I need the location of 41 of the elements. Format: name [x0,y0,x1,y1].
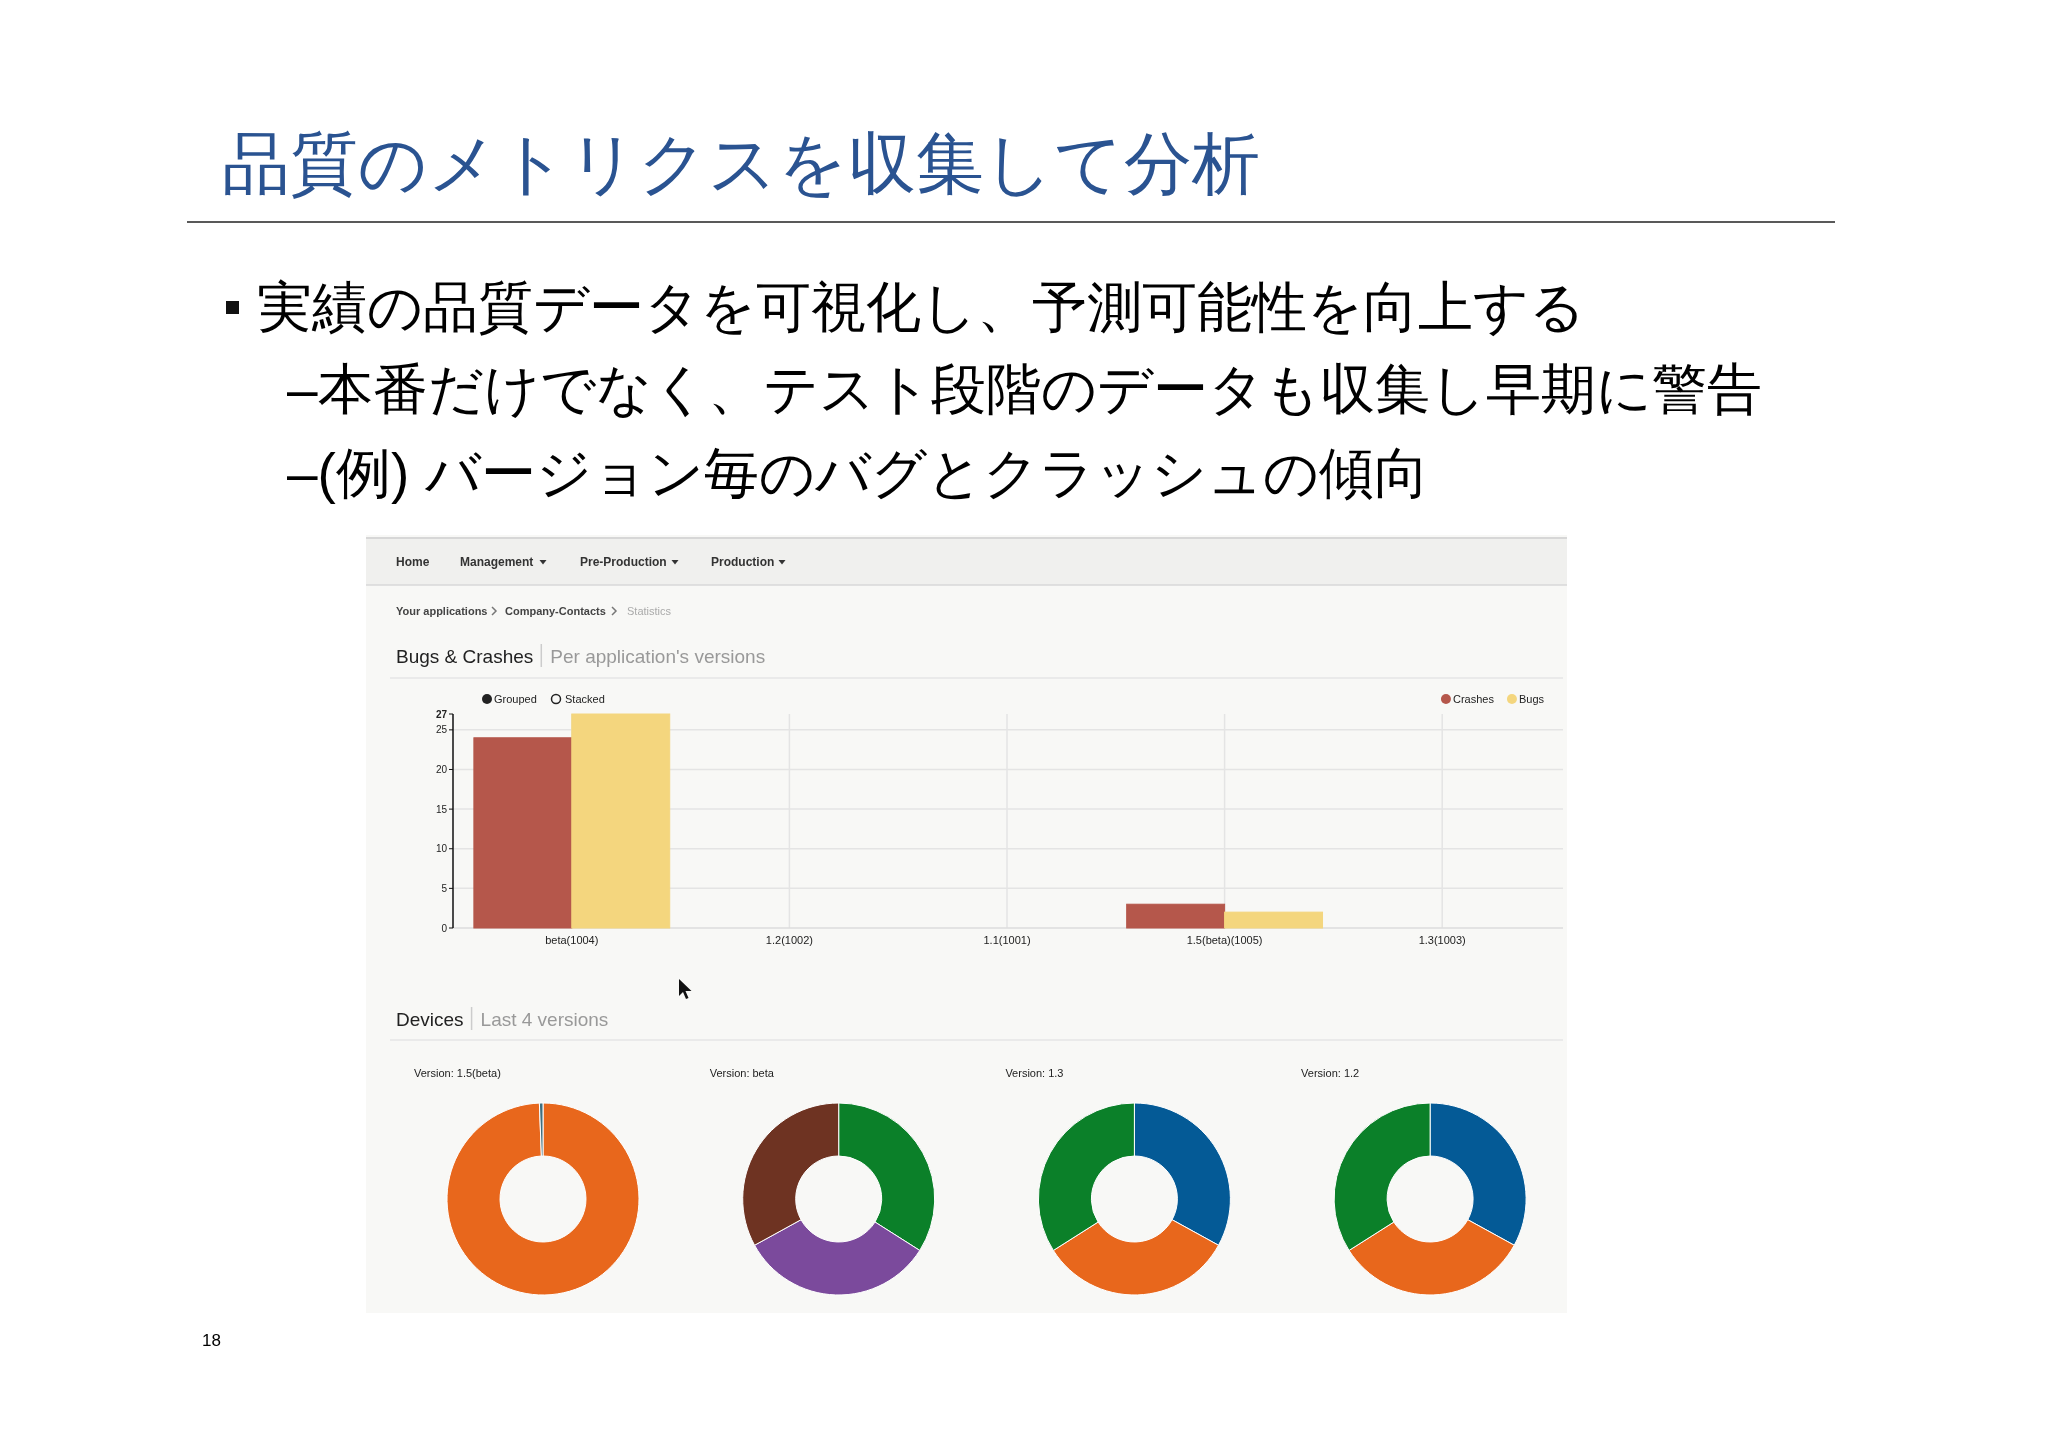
text: Management [460,555,534,569]
text: Last 4 versions [480,1009,609,1030]
chart-title: Version: 1.2 [1301,1067,1360,1079]
chart-subtitle: Per application's versions [550,646,766,667]
text: Pre-Production [580,555,667,569]
text: 実績の品質データを可視化し、予測可能性を向上する [257,276,1585,338]
legend-label: Crashes [1452,693,1495,705]
x-tick-label: 1.1(1001) [983,934,1031,946]
y-tick-label: 27 [435,708,448,720]
y-tick-label: 10 [435,843,448,855]
bar [571,713,671,929]
chart-title: Version: 1.3 [1005,1067,1064,1079]
bar [1224,911,1324,929]
y-tick-label: 20 [435,763,448,775]
text: 18 [202,1331,221,1350]
chart-title: Bugs & Crashes [396,646,534,667]
text: Stacked [565,693,605,705]
text: –(例) バージョン毎のバグとクラッシュの傾向 [287,442,1429,504]
text: Your applications [396,605,488,617]
x-tick-label: 1.5(beta)(1005) [1186,934,1263,946]
y-tick-label: 15 [435,803,448,815]
chart-title: Version: beta [709,1067,775,1079]
x-tick-label: beta(1004) [545,934,599,946]
text: Company-Contacts [505,605,606,617]
y-tick-label: 0 [441,922,448,934]
y-tick-label: 25 [435,724,448,736]
text: Grouped [494,693,537,705]
legend-label: Bugs [1518,693,1545,705]
donut-slice [446,1102,640,1296]
y-tick-label: 5 [441,882,448,894]
text: 品質のメトリクスを収集して分析 [222,125,1260,201]
text: Home [396,555,430,569]
bar [1126,903,1226,929]
text: –本番だけでなく、テスト段階のデータも収集し早期に警告 [287,358,1762,420]
x-tick-label: 1.2(1002) [765,934,813,946]
text: Devices [396,1009,464,1030]
bar [473,737,573,929]
x-tick-label: 1.3(1003) [1418,934,1466,946]
text: Production [711,555,775,569]
chart-title: Version: 1.5(beta) [414,1067,501,1079]
text: Statistics [627,605,672,617]
